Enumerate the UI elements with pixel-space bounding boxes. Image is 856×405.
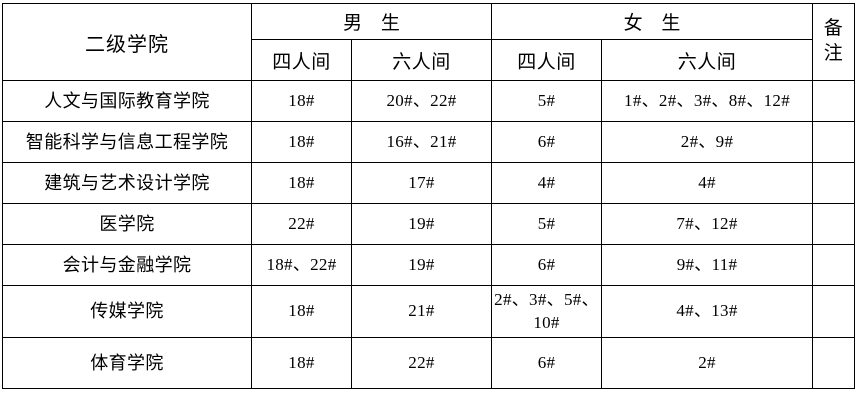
column-header-female-six: 六人间	[601, 39, 814, 81]
cell-female-four: 5#	[491, 203, 603, 245]
cell-college: 传媒学院	[2, 285, 252, 338]
column-header-male-six: 六人间	[350, 39, 493, 81]
table-row: 建筑与艺术设计学院 18# 17# 4# 4#	[2, 162, 856, 204]
cell-male-four: 18#	[251, 80, 352, 122]
cell-male-six: 17#	[350, 162, 493, 204]
cell-female-six: 1#、2#、3#、8#、12#	[601, 80, 814, 122]
cell-remark	[812, 203, 856, 245]
table-row: 人文与国际教育学院 18# 20#、22# 5# 1#、2#、3#、8#、12#	[2, 80, 856, 122]
column-header-remark-label: 备注	[823, 18, 844, 64]
cell-male-six: 20#、22#	[350, 80, 493, 122]
cell-remark	[812, 244, 856, 286]
dorm-allocation-table: 二级学院 男 生 女 生 备注 四人间 六人间 四人间 六人间 人文与国际教育学…	[2, 3, 856, 389]
cell-college: 医学院	[2, 203, 252, 245]
cell-female-four: 4#	[491, 162, 603, 204]
cell-remark	[812, 337, 856, 389]
table-row: 体育学院 18# 22# 6# 2#	[2, 337, 856, 389]
column-header-female-group: 女 生	[491, 3, 814, 40]
cell-female-six: 2#、9#	[601, 121, 814, 163]
cell-female-four: 6#	[491, 244, 603, 286]
cell-female-four: 5#	[491, 80, 603, 122]
cell-male-four: 22#	[251, 203, 352, 245]
column-header-remark: 备注	[812, 3, 856, 81]
table-row: 会计与金融学院 18#、22# 19# 6# 9#、11#	[2, 244, 856, 286]
cell-female-six: 4#	[601, 162, 814, 204]
table-body: 人文与国际教育学院 18# 20#、22# 5# 1#、2#、3#、8#、12#…	[2, 80, 856, 389]
cell-male-six: 22#	[350, 337, 493, 389]
cell-male-four: 18#、22#	[251, 244, 352, 286]
cell-male-four: 18#	[251, 337, 352, 389]
cell-remark	[812, 80, 856, 122]
cell-college: 人文与国际教育学院	[2, 80, 252, 122]
table-row: 传媒学院 18# 21# 2#、3#、5#、10# 4#、13#	[2, 285, 856, 338]
column-header-male-four: 四人间	[251, 39, 352, 81]
table-row: 智能科学与信息工程学院 18# 16#、21# 6# 2#、9#	[2, 121, 856, 163]
cell-female-six: 7#、12#	[601, 203, 814, 245]
cell-female-four: 6#	[491, 337, 603, 389]
cell-female-four: 2#、3#、5#、10#	[491, 285, 603, 338]
cell-male-four: 18#	[251, 285, 352, 338]
cell-male-four: 18#	[251, 121, 352, 163]
cell-female-four: 6#	[491, 121, 603, 163]
cell-female-six: 9#、11#	[601, 244, 814, 286]
cell-male-four: 18#	[251, 162, 352, 204]
header-row-units: 四人间 六人间 四人间 六人间	[3, 39, 855, 81]
cell-male-six: 19#	[350, 244, 493, 286]
cell-male-six: 19#	[350, 203, 493, 245]
table-row: 医学院 22# 19# 5# 7#、12#	[2, 203, 856, 245]
cell-remark	[812, 162, 856, 204]
cell-male-six: 21#	[350, 285, 493, 338]
cell-college: 会计与金融学院	[2, 244, 252, 286]
dorm-allocation-table-container: 二级学院 男 生 女 生 备注 四人间 六人间 四人间 六人间 人文与国际教育学…	[2, 3, 856, 389]
cell-college: 建筑与艺术设计学院	[2, 162, 252, 204]
cell-female-six: 2#	[601, 337, 814, 389]
cell-female-six: 4#、13#	[601, 285, 814, 338]
table-header: 二级学院 男 生 女 生 备注 四人间 六人间 四人间 六人间	[2, 3, 856, 81]
column-header-male-group: 男 生	[250, 3, 493, 40]
cell-college: 体育学院	[2, 337, 252, 389]
column-header-female-four: 四人间	[491, 39, 603, 81]
column-header-college: 二级学院	[2, 3, 252, 81]
header-row-groups: 二级学院 男 生 女 生 备注	[2, 3, 856, 81]
cell-college: 智能科学与信息工程学院	[2, 121, 252, 163]
cell-remark	[812, 121, 856, 163]
cell-male-six: 16#、21#	[350, 121, 493, 163]
cell-remark	[812, 285, 856, 338]
